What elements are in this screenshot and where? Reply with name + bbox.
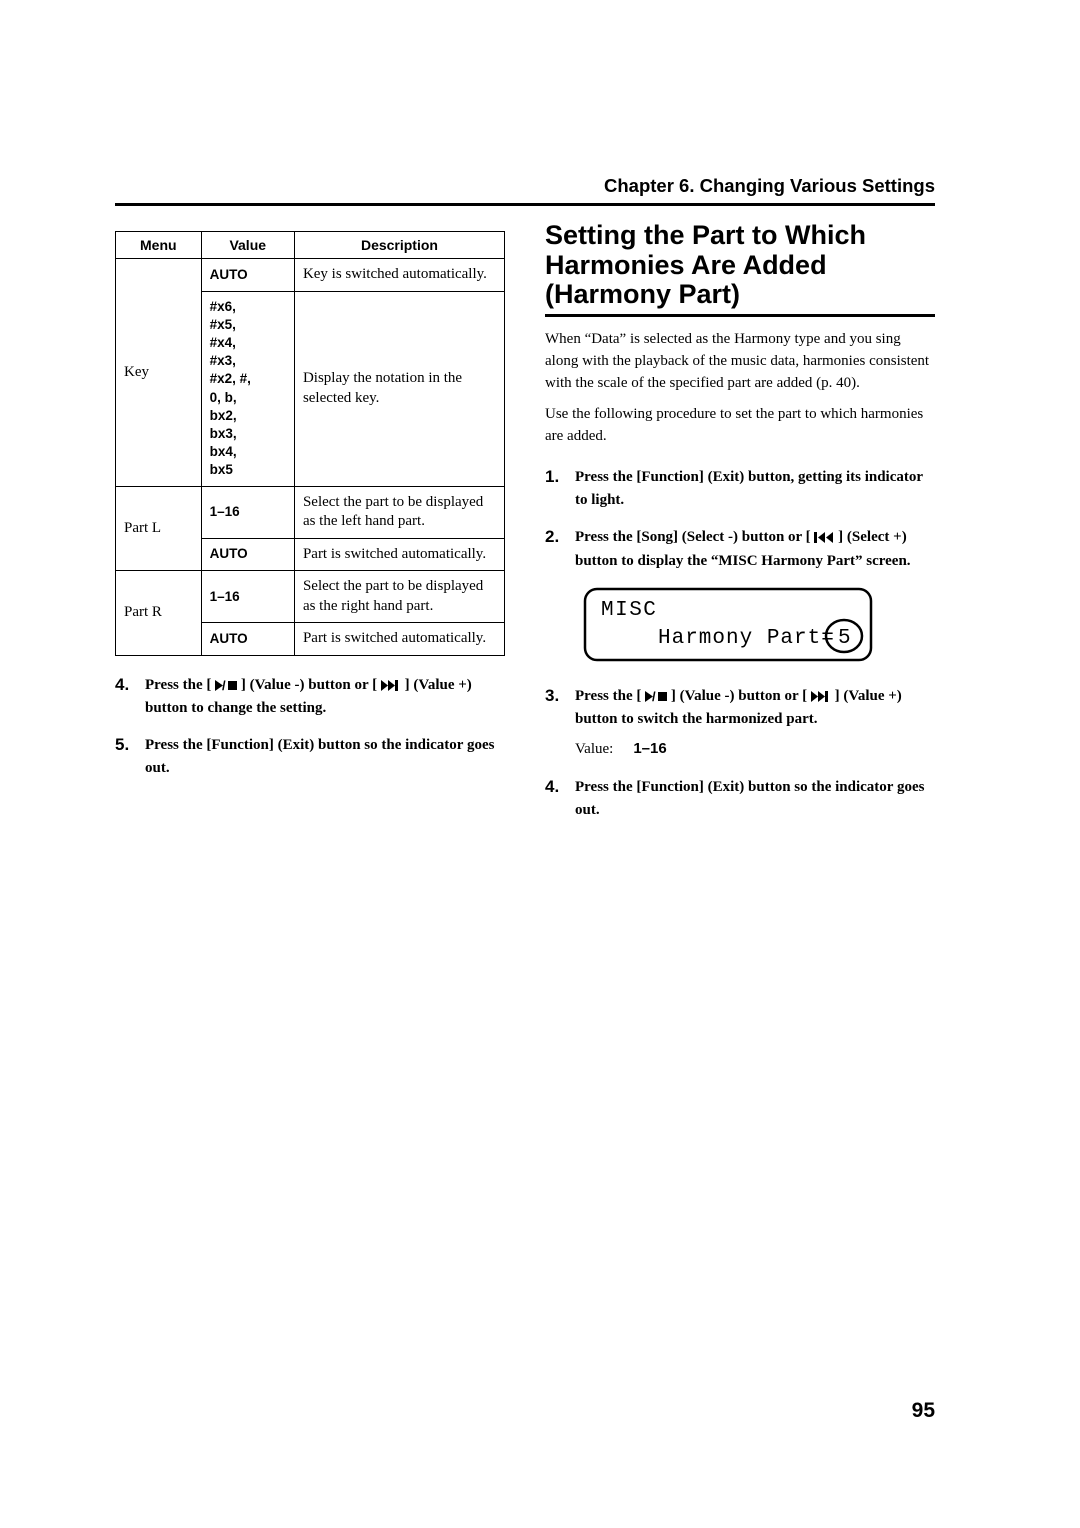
content-columns: Menu Value Description Key AUTO Key is s… (115, 221, 935, 836)
step-number: 3. (545, 685, 575, 762)
cell-value: #x6, #x5, #x4, #x3, #x2, #, 0, b, bx2, b… (201, 291, 294, 486)
step-body: Press the [Function] (Exit) button so th… (145, 734, 505, 781)
step-text: ] (Value -) button or [ (667, 688, 811, 704)
step-text: ] (Value -) button or [ (237, 677, 381, 693)
cell-menu-partl: Part L (116, 486, 202, 571)
cell-value: AUTO (201, 538, 294, 571)
step-body: Press the [Function] (Exit) button, gett… (575, 466, 935, 513)
cell-desc: Part is switched automatically. (294, 623, 504, 656)
settings-table: Menu Value Description Key AUTO Key is s… (115, 231, 505, 656)
lcd-line1: MISC (601, 599, 657, 622)
play-stop-icon: / (215, 680, 237, 691)
cell-desc: Select the part to be displayed as the r… (294, 571, 504, 623)
right-steps-2: 3. Press the [ / ] (Value -) button or [… (545, 685, 935, 822)
table-header-row: Menu Value Description (116, 232, 505, 259)
value-range: 1–16 (633, 740, 666, 757)
cell-desc: Select the part to be displayed as the l… (294, 486, 504, 538)
cell-desc: Part is switched automatically. (294, 538, 504, 571)
value-label: Value: (575, 741, 613, 757)
skip-back-icon (814, 532, 834, 543)
step-2: 2. Press the [Song] (Select -) button or… (545, 526, 935, 573)
svg-text:/: / (652, 691, 656, 702)
left-column: Menu Value Description Key AUTO Key is s… (115, 221, 505, 836)
th-description: Description (294, 232, 504, 259)
left-steps: 4. Press the [ / ] (Value -) button or [… (115, 674, 505, 781)
step-text: Press the [ (145, 677, 215, 693)
cell-menu-partr: Part R (116, 571, 202, 656)
cell-menu-key: Key (116, 259, 202, 487)
chapter-header: Chapter 6. Changing Various Settings (604, 175, 935, 197)
svg-text:/: / (222, 680, 226, 691)
section-underline (545, 314, 935, 317)
right-column: Setting the Part to Which Harmonies Are … (545, 221, 935, 836)
table-row: Part R 1–16 Select the part to be displa… (116, 571, 505, 623)
lcd-line2b: 5 (838, 627, 851, 650)
table-row: Key AUTO Key is switched automatically. (116, 259, 505, 292)
step-3: 3. Press the [ / ] (Value -) button or [… (545, 685, 935, 762)
step-4r: 4. Press the [Function] (Exit) button so… (545, 776, 935, 823)
step-5: 5. Press the [Function] (Exit) button so… (115, 734, 505, 781)
table-row: Part L 1–16 Select the part to be displa… (116, 486, 505, 538)
cell-value: 1–16 (201, 571, 294, 623)
cell-value: 1–16 (201, 486, 294, 538)
page-number: 95 (912, 1399, 935, 1423)
lcd-line2a: Harmony Part= (658, 627, 835, 650)
section-title: Setting the Part to Which Harmonies Are … (545, 221, 935, 310)
cell-desc: Display the notation in the selected key… (294, 291, 504, 486)
value-line: Value: 1–16 (575, 737, 935, 761)
step-number: 4. (545, 776, 575, 823)
step-body: Press the [ / ] (Value -) button or [ ] … (575, 685, 935, 762)
step-body: Press the [Function] (Exit) button so th… (575, 776, 935, 823)
step-number: 2. (545, 526, 575, 573)
cell-value: AUTO (201, 259, 294, 292)
step-1: 1. Press the [Function] (Exit) button, g… (545, 466, 935, 513)
step-body: Press the [ / ] (Value -) button or [ ] … (145, 674, 505, 721)
fast-forward-end-icon (811, 691, 831, 702)
fast-forward-end-icon (381, 680, 401, 691)
th-menu: Menu (116, 232, 202, 259)
header-rule (115, 203, 935, 206)
cell-desc: Key is switched automatically. (294, 259, 504, 292)
right-steps: 1. Press the [Function] (Exit) button, g… (545, 466, 935, 573)
step-number: 4. (115, 674, 145, 721)
step-body: Press the [Song] (Select -) button or [ … (575, 526, 935, 573)
step-number: 5. (115, 734, 145, 781)
body-paragraph: Use the following procedure to set the p… (545, 404, 935, 448)
cell-value: AUTO (201, 623, 294, 656)
step-text: Press the [Song] (Select -) button or [ (575, 529, 814, 545)
page: Chapter 6. Changing Various Settings Men… (0, 0, 1080, 1528)
lcd-display: MISC Harmony Part= 5 (583, 587, 935, 667)
step-4: 4. Press the [ / ] (Value -) button or [… (115, 674, 505, 721)
step-number: 1. (545, 466, 575, 513)
step-text: Press the [ (575, 688, 645, 704)
body-paragraph: When “Data” is selected as the Harmony t… (545, 329, 935, 394)
play-stop-icon: / (645, 691, 667, 702)
th-value: Value (201, 232, 294, 259)
lcd-svg: MISC Harmony Part= 5 (583, 587, 873, 662)
